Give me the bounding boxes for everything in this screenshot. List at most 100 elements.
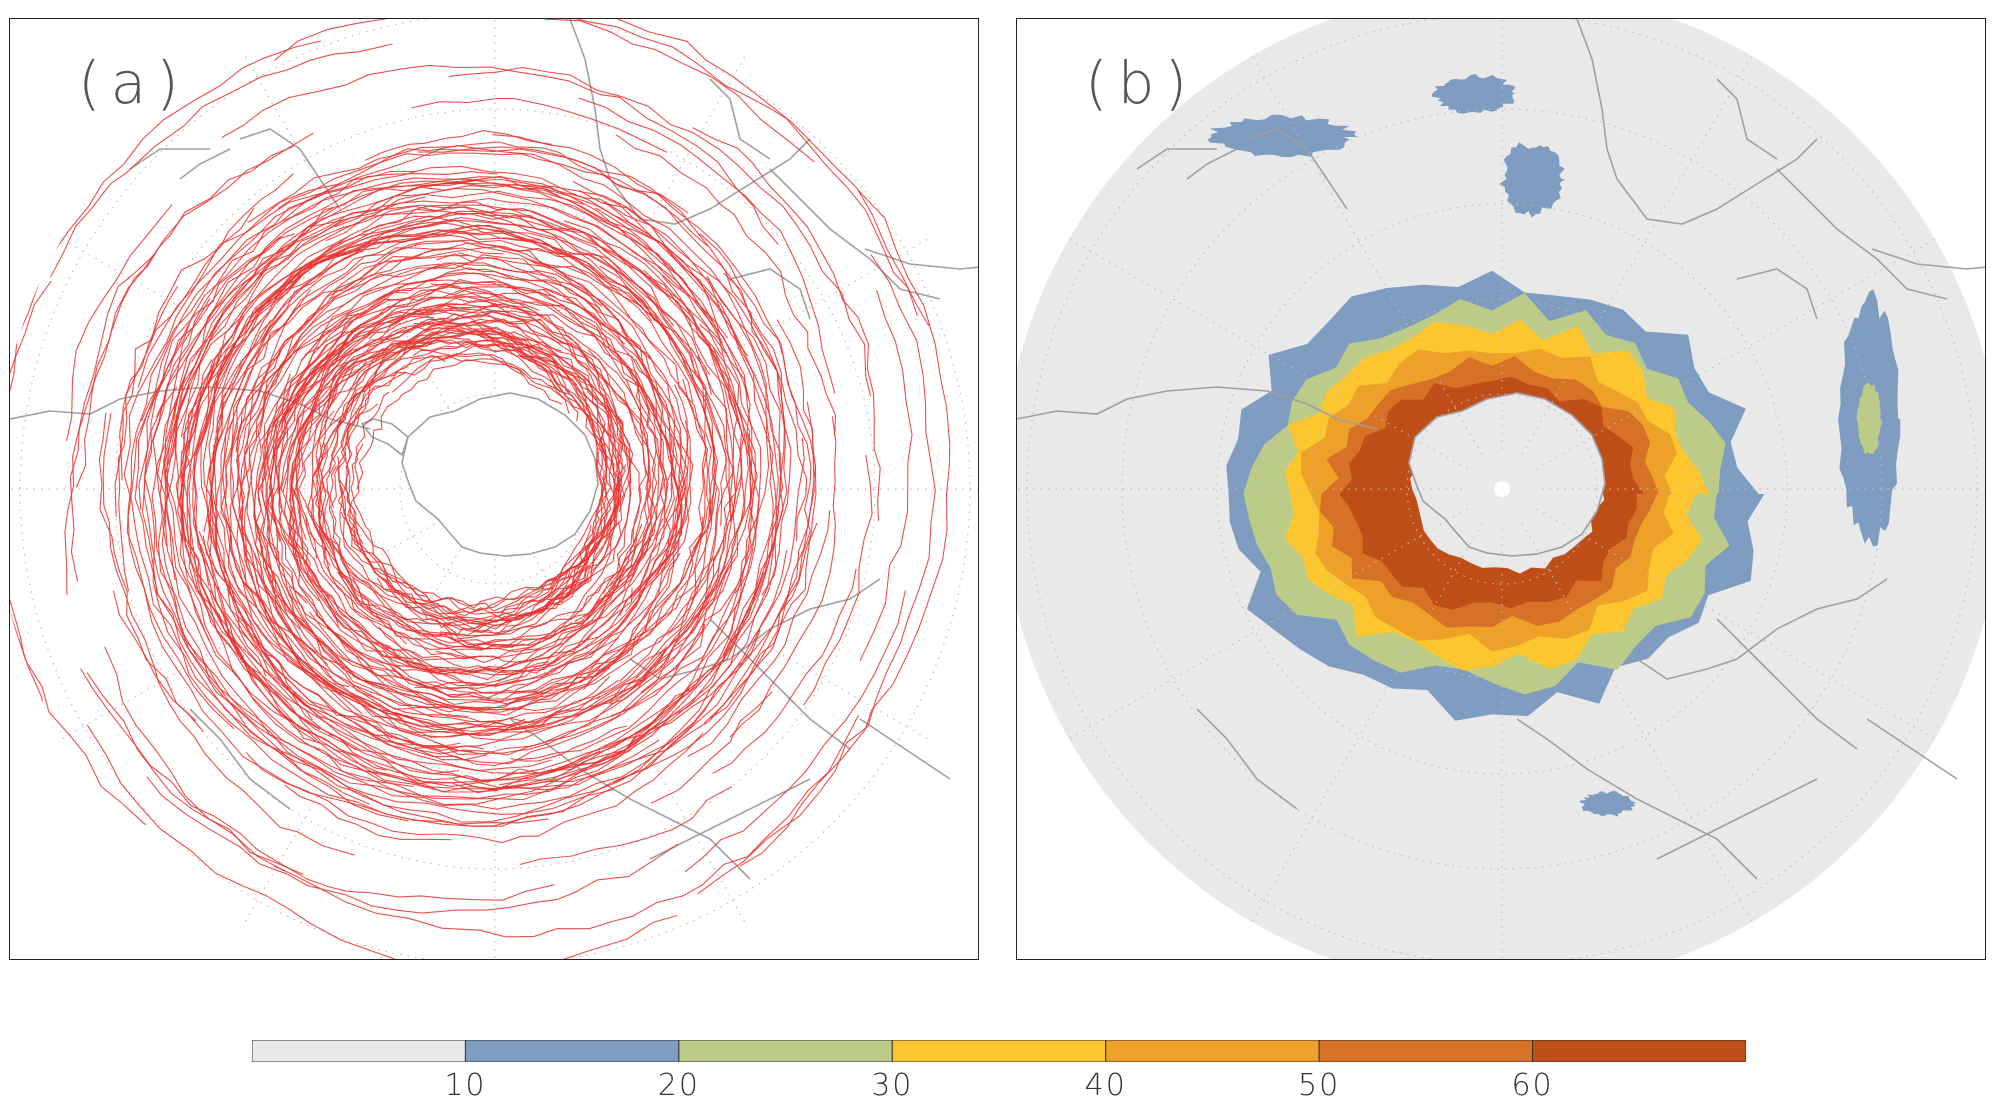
graticule	[1017, 19, 1985, 959]
cyclone-track	[10, 280, 52, 771]
cyclone-track	[137, 145, 778, 626]
cyclone-track	[684, 590, 906, 873]
cyclone-track	[240, 262, 603, 715]
cyclone-track	[240, 239, 601, 727]
cyclone-track	[151, 179, 549, 825]
cyclone-track	[392, 355, 562, 393]
cyclone-track	[270, 295, 667, 561]
cyclone-track	[186, 229, 693, 742]
cyclone-track	[117, 207, 255, 592]
cyclone-track	[260, 216, 715, 549]
cyclone-track	[134, 182, 660, 801]
map-b	[1017, 19, 1985, 959]
cyclone-track	[10, 557, 72, 772]
cyclone-track	[615, 134, 837, 436]
density-patch	[1579, 790, 1636, 817]
coastlines	[10, 19, 978, 880]
cyclone-track	[229, 256, 653, 743]
cyclone-track	[102, 413, 355, 856]
colorbar-tick-label: 50	[1298, 1068, 1341, 1103]
cyclone-track	[288, 434, 680, 673]
cyclone-track	[288, 378, 707, 712]
cyclone-track	[374, 308, 652, 673]
cyclone-track	[385, 439, 689, 687]
cyclone-tracks	[10, 19, 951, 959]
cyclone-track	[66, 204, 173, 442]
colorbar-tick-label: 20	[657, 1068, 700, 1103]
cyclone-track	[261, 269, 744, 713]
cyclone-track	[202, 535, 267, 677]
cyclone-track	[257, 330, 356, 688]
cyclone-track	[295, 318, 542, 541]
cyclone-track	[180, 229, 732, 522]
cyclone-track	[75, 145, 294, 488]
cyclone-track	[119, 173, 294, 481]
cyclone-track	[414, 252, 664, 664]
cyclone-track	[209, 513, 601, 781]
pole-marker	[1494, 481, 1510, 497]
cyclone-track	[692, 127, 881, 521]
cyclone-track	[364, 130, 552, 161]
panel-b-track-density: (b)	[1016, 18, 1986, 960]
cyclone-track	[609, 347, 738, 705]
cyclone-track	[291, 339, 604, 525]
cyclone-track	[373, 407, 603, 625]
cyclone-track	[699, 233, 812, 719]
cyclone-track	[492, 134, 808, 542]
cyclone-track	[344, 342, 622, 617]
cyclone-track	[86, 672, 285, 872]
cyclone-track	[86, 724, 678, 959]
cyclone-track	[327, 629, 761, 810]
cyclone-track	[432, 263, 683, 691]
density-patch	[1856, 383, 1882, 455]
cyclone-track	[578, 189, 784, 748]
cyclone-track	[236, 346, 667, 741]
cyclone-track	[308, 227, 713, 705]
cyclone-track	[210, 224, 713, 534]
cyclone-track	[140, 235, 282, 422]
cyclone-track	[146, 776, 679, 914]
cyclone-track	[510, 725, 628, 762]
cyclone-track	[448, 66, 872, 397]
cyclone-track	[162, 204, 745, 703]
cyclone-track	[177, 361, 460, 775]
cyclone-track	[10, 305, 146, 826]
cyclone-track	[596, 355, 731, 700]
cyclone-track	[318, 483, 651, 648]
colorbar-bin	[891, 1040, 1107, 1062]
cyclone-track	[360, 180, 753, 738]
cyclone-track	[80, 668, 555, 901]
cyclone-track	[182, 321, 245, 660]
cyclone-track	[327, 288, 650, 689]
cyclone-track	[290, 360, 684, 674]
cyclone-track	[242, 658, 387, 771]
density-patch	[1499, 142, 1565, 218]
colorbar-bin	[1318, 1040, 1534, 1062]
cyclone-track	[712, 568, 857, 774]
cyclone-track	[202, 212, 675, 563]
cyclone-track	[519, 786, 733, 866]
density-patch	[1431, 73, 1516, 114]
cyclone-track	[449, 19, 930, 327]
colorbar-bin	[1532, 1040, 1746, 1062]
cyclone-track	[337, 403, 592, 613]
cyclone-track	[413, 314, 620, 599]
cyclone-track	[328, 339, 623, 493]
cyclone-track	[352, 571, 562, 631]
cyclone-track	[284, 784, 452, 841]
cyclone-track	[328, 465, 539, 653]
cyclone-track	[362, 210, 743, 618]
cyclone-track	[548, 207, 760, 773]
colorbar-tick-label: 30	[871, 1068, 914, 1103]
cyclone-track	[236, 616, 473, 753]
cyclone-track	[10, 40, 322, 558]
cyclone-track	[247, 141, 689, 223]
cyclone-track	[334, 285, 650, 427]
cyclone-track	[175, 359, 313, 721]
cyclone-track	[304, 272, 669, 683]
cyclone-track	[283, 320, 578, 602]
cyclone-track	[578, 97, 836, 394]
cyclone-track	[10, 350, 73, 777]
cyclone-track	[299, 331, 642, 587]
cyclone-track	[330, 371, 588, 630]
